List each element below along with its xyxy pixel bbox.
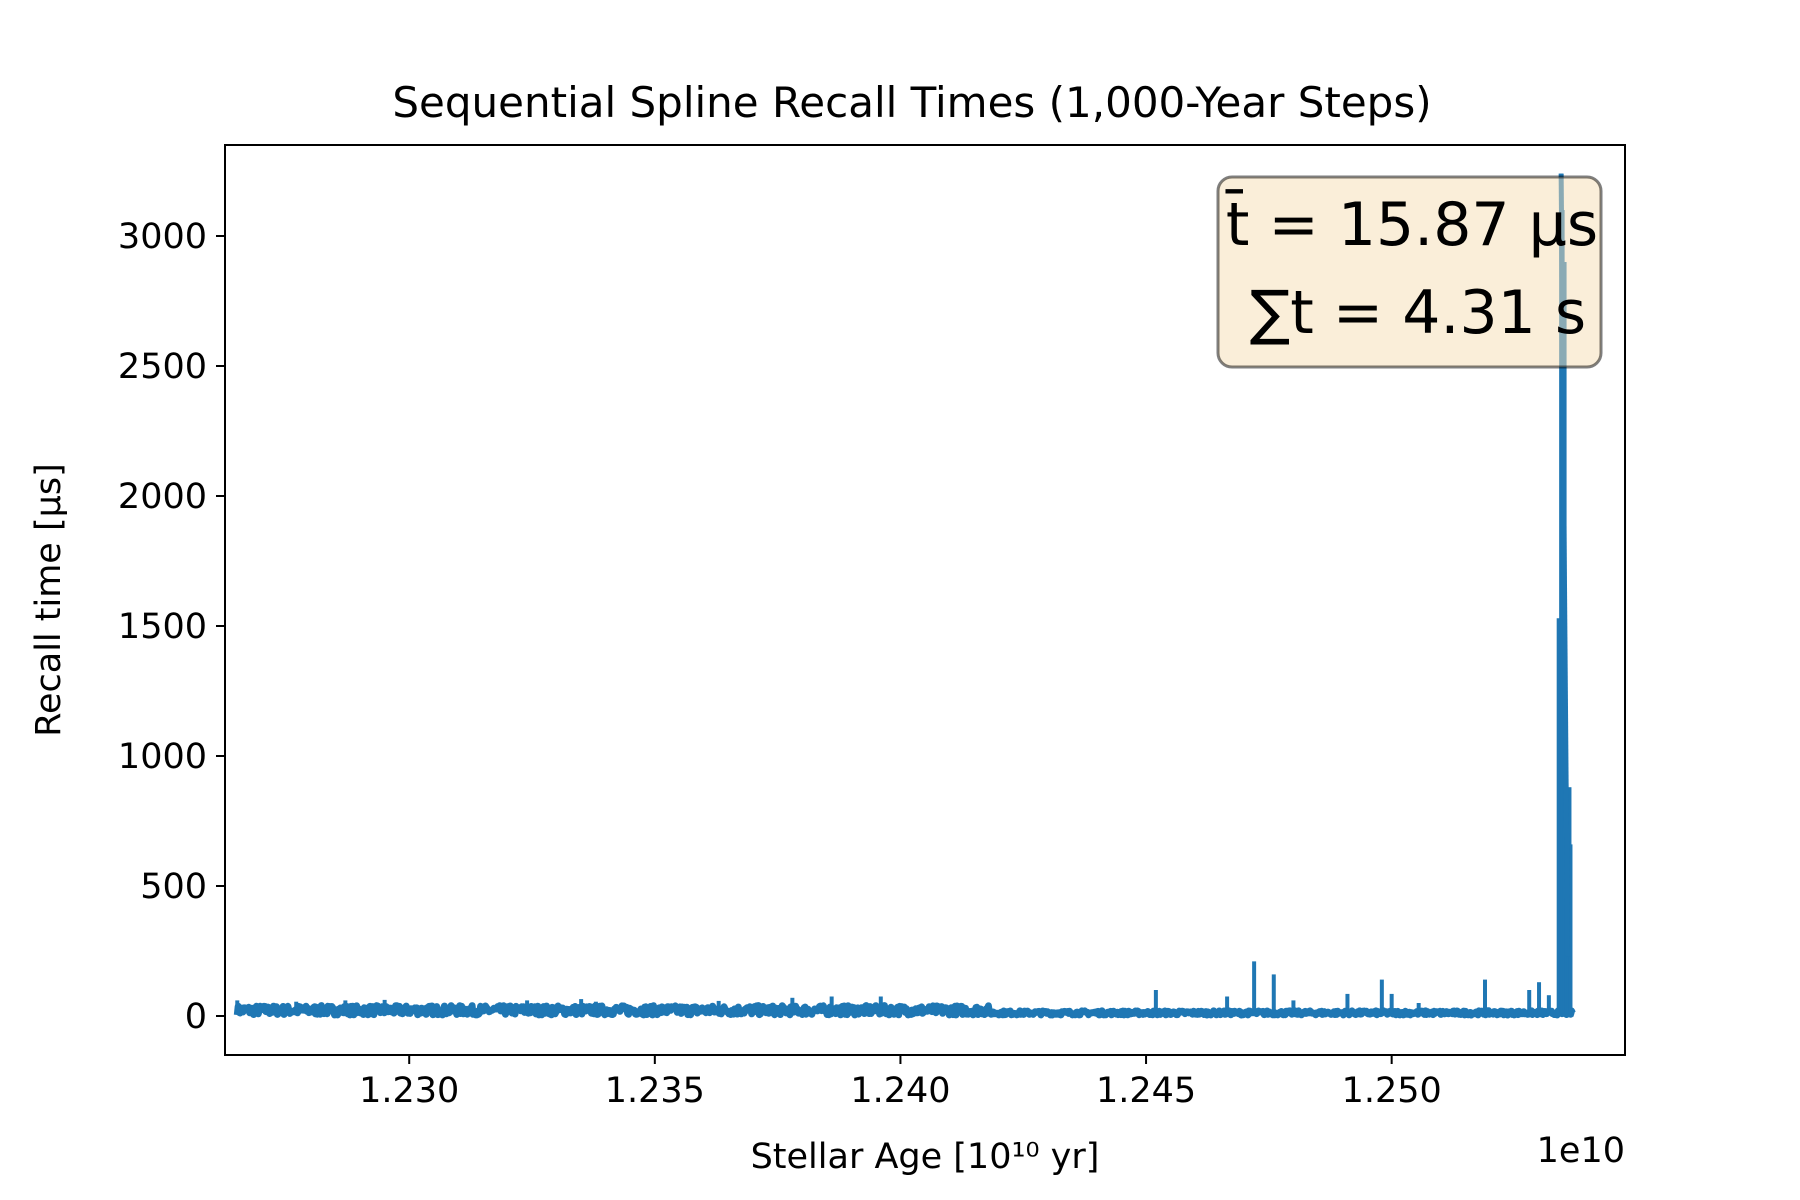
- x-tick-label: 1.250: [1342, 1071, 1442, 1111]
- y-axis-ticks: 0 500 1000 1500 2000 2500 3000: [118, 217, 225, 1037]
- series-baseline-line: [233, 1002, 1576, 1019]
- y-tick-label: 2000: [118, 477, 207, 517]
- mean-time-annotation: t̄ = 15.87 μs: [1225, 188, 1598, 260]
- y-tick-label: 1500: [118, 607, 207, 647]
- x-axis-label: Stellar Age [10¹⁰ yr]: [751, 1137, 1100, 1177]
- x-axis-offset-label: 1e10: [1537, 1131, 1625, 1171]
- axes-frame: [224, 144, 1626, 1056]
- x-tick-label: 1.230: [359, 1071, 459, 1111]
- plot-area: [233, 173, 1576, 1019]
- data-series: [233, 173, 1576, 1019]
- stats-annotation-box: t̄ = 15.87 μs ∑t = 4.31 s: [1216, 175, 1603, 369]
- x-tick-label: 1.240: [850, 1071, 950, 1111]
- y-tick-label: 500: [140, 867, 207, 907]
- x-tick-label: 1.245: [1096, 1071, 1196, 1111]
- y-tick-label: 1000: [118, 737, 207, 777]
- chart-title: Sequential Spline Recall Times (1,000-Ye…: [392, 78, 1431, 127]
- x-tick-label: 1.235: [605, 1071, 705, 1111]
- total-time-annotation: ∑t = 4.31 s: [1250, 278, 1586, 348]
- x-axis-ticks: 1.230 1.235 1.240 1.245 1.250: [359, 1055, 1442, 1111]
- y-tick-label: 0: [185, 997, 207, 1037]
- y-tick-label: 2500: [118, 347, 207, 387]
- y-tick-label: 3000: [118, 217, 207, 257]
- y-axis-label: Recall time [μs]: [29, 463, 69, 737]
